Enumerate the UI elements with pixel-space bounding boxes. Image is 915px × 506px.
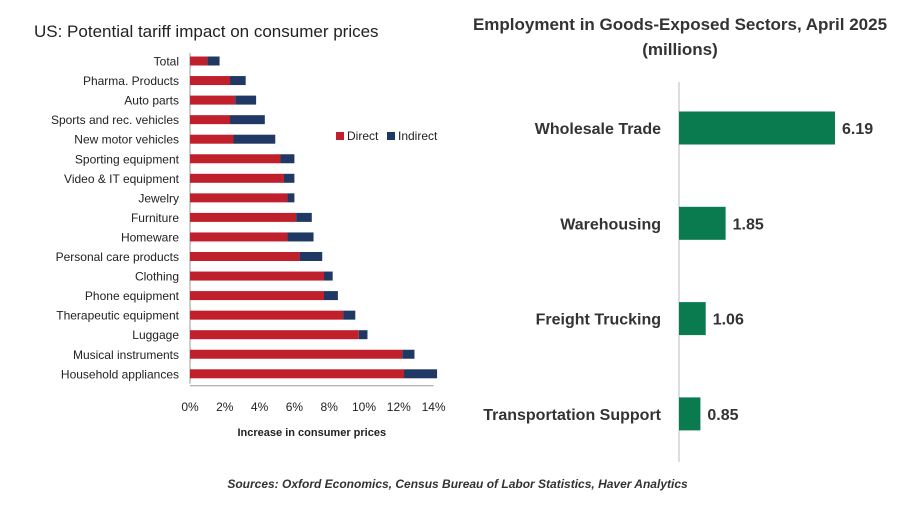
indirect-bar: [323, 271, 333, 281]
direct-bar: [190, 95, 236, 105]
indirect-bar: [280, 154, 295, 164]
legend-indirect-swatch: [387, 132, 395, 140]
value-label: 0.85: [707, 407, 738, 424]
indirect-bar: [233, 134, 276, 144]
sources-note: Sources: Oxford Economics, Census Bureau…: [227, 477, 688, 491]
x-tick-label: 4%: [251, 400, 269, 414]
left-chart-title: US: Potential tariff impact on consumer …: [34, 22, 379, 41]
direct-bar: [190, 291, 324, 301]
direct-bar: [190, 349, 403, 359]
indirect-bar: [287, 193, 295, 203]
category-label: New motor vehicles: [74, 133, 179, 147]
category-label: Freight Trucking: [536, 312, 661, 329]
category-label: Musical instruments: [73, 348, 179, 362]
category-label: Auto parts: [124, 94, 179, 108]
indirect-bar: [343, 310, 356, 320]
tariff-impact-chart: Total Pharma. Products Auto parts Sports an…: [51, 53, 446, 439]
category-label: Therapeutic equipment: [56, 309, 179, 323]
direct-bar: [190, 330, 359, 340]
direct-bar: [190, 271, 324, 281]
x-tick-label: 12%: [387, 400, 411, 414]
indirect-bar: [235, 95, 257, 105]
x-tick-label: 8%: [321, 400, 339, 414]
direct-bar: [190, 115, 231, 125]
category-label: Homeware: [121, 230, 179, 244]
direct-bar: [190, 76, 231, 86]
category-label: Sports and rec. vehicles: [51, 113, 179, 127]
indirect-bar: [283, 173, 295, 183]
right-chart-title: Employment in Goods-Exposed Sectors, Apr…: [472, 15, 888, 59]
x-tick-label: 10%: [352, 400, 376, 414]
indirect-bar: [402, 349, 415, 359]
direct-bar: [190, 232, 288, 242]
employment-chart: Wholesale Trade 6.19 Warehousing 1.85 Freigh…: [483, 82, 873, 462]
direct-bar: [190, 56, 208, 66]
indirect-bar: [358, 330, 368, 340]
legend-indirect-label: Indirect: [398, 129, 438, 143]
value-label: 1.06: [713, 312, 744, 329]
category-label: Total: [154, 55, 179, 69]
x-tick-label: 14%: [422, 400, 446, 414]
category-label: Sporting equipment: [75, 152, 180, 166]
direct-bar: [190, 193, 288, 203]
category-label: Personal care products: [56, 250, 179, 264]
indirect-bar: [404, 369, 438, 379]
category-label: Warehousing: [560, 216, 661, 233]
x-tick-label: 6%: [286, 400, 304, 414]
category-label: Video & IT equipment: [64, 172, 180, 186]
legend-direct-label: Direct: [347, 129, 379, 143]
category-label: Luggage: [132, 328, 179, 342]
direct-bar: [190, 310, 344, 320]
legend-direct-swatch: [336, 132, 344, 140]
category-label: Phone equipment: [85, 289, 180, 303]
employment-bar: [679, 302, 706, 336]
indirect-bar: [323, 291, 338, 301]
category-label: Furniture: [131, 211, 179, 225]
direct-bar: [190, 212, 297, 222]
indirect-bar: [287, 232, 314, 242]
direct-bar: [190, 154, 281, 164]
category-label: Clothing: [135, 270, 179, 284]
category-label: Transportation Support: [483, 407, 661, 424]
employment-bar: [679, 111, 835, 145]
category-label: Jewelry: [138, 191, 179, 205]
value-label: 1.85: [733, 216, 764, 233]
employment-bar: [679, 397, 701, 431]
employment-bar: [679, 206, 726, 240]
indirect-bar: [207, 56, 220, 66]
indirect-bar: [299, 252, 323, 261]
x-axis-label: Increase in consumer prices: [238, 427, 387, 439]
direct-bar: [190, 173, 284, 183]
indirect-bar: [296, 212, 312, 222]
category-label: Wholesale Trade: [535, 121, 661, 138]
direct-bar: [190, 369, 405, 379]
value-label: 6.19: [842, 121, 873, 138]
indirect-bar: [230, 115, 265, 125]
direct-bar: [190, 252, 300, 261]
direct-bar: [190, 134, 234, 144]
x-tick-label: 2%: [216, 400, 234, 414]
x-tick-label: 0%: [181, 400, 199, 414]
category-label: Household appliances: [61, 367, 179, 381]
category-label: Pharma. Products: [83, 74, 179, 88]
indirect-bar: [230, 76, 246, 86]
